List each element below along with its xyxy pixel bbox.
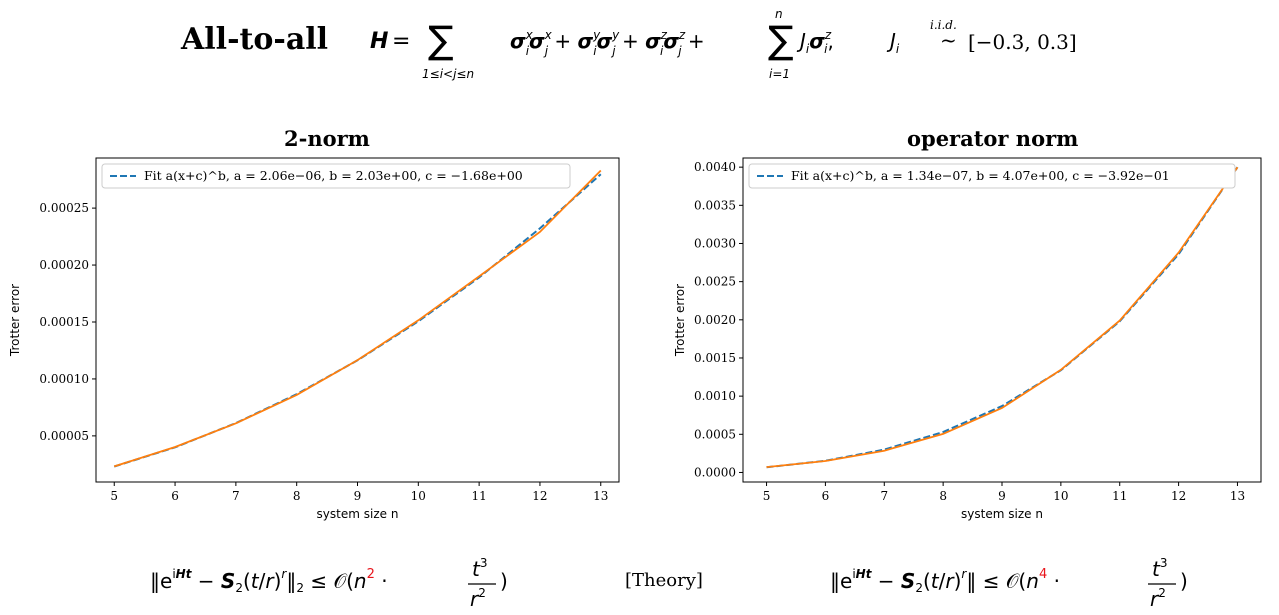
left-panel-title: 2-norm <box>284 126 370 151</box>
x-tick-label: 9 <box>998 489 1006 503</box>
x-tick-label: 5 <box>763 489 771 503</box>
y-tick-label: 0.00005 <box>39 429 89 443</box>
legend-label: Fit a(x+c)^b, a = 1.34e−07, b = 4.07e+00… <box>791 168 1170 183</box>
svg-text:‖eiHt − S2(t/r)r‖2 ≤ 𝒪(n2 ·: ‖eiHt − S2(t/r)r‖2 ≤ 𝒪(n2 · <box>150 567 388 595</box>
y-tick-label: 0.00010 <box>39 372 89 386</box>
x-tick-label: 6 <box>171 489 179 503</box>
x-tick-label: 13 <box>1230 489 1245 503</box>
svg-text:∑: ∑ <box>768 18 794 62</box>
svg-text:t3: t3 <box>472 556 487 581</box>
y-tick-label: 0.0000 <box>694 465 736 479</box>
hamiltonian-formula: H = ∑ 1≤i<j≤n σx iσx j + σy iσy j + σz iσz j +… <box>370 7 900 81</box>
x-tick-label: 13 <box>593 489 608 503</box>
plot-frame <box>95 157 620 483</box>
svg-text:=: = <box>392 29 410 54</box>
x-tick-label: 5 <box>110 489 118 503</box>
right-panel-title: operator norm <box>907 126 1079 151</box>
x-tick-label: 12 <box>1171 489 1186 503</box>
svg-text:): ) <box>500 569 508 593</box>
y-tick-label: 0.0035 <box>694 198 736 212</box>
fit-series-line <box>766 166 1239 469</box>
header-title: All-to-all <box>181 22 329 57</box>
x-tick-label: 7 <box>880 489 888 503</box>
legend: Fit a(x+c)^b, a = 1.34e−07, b = 4.07e+00… <box>748 163 1236 189</box>
plot-frame <box>742 157 1262 483</box>
y-axis-label: Trotter error <box>8 284 22 357</box>
x-tick-label: 9 <box>354 489 362 503</box>
x-tick-label: 11 <box>1112 489 1127 503</box>
hamiltonian-h: H <box>370 29 388 54</box>
sum-range: 1≤i<j≤n <box>422 67 474 81</box>
x-tick-label: 10 <box>411 489 426 503</box>
y-tick-label: 0.0015 <box>694 351 736 365</box>
x-tick-label: 12 <box>532 489 547 503</box>
x-tick-label: 6 <box>822 489 830 503</box>
legend-box <box>101 163 571 189</box>
svg-text:Ji: Ji <box>886 29 900 56</box>
svg-text:r2: r2 <box>1150 586 1166 611</box>
right-bound-formula: ‖eiHt − S2(t/r)r‖ ≤ 𝒪(n4 · t3 r2 ) <box>830 556 1188 611</box>
svg-text:∑: ∑ <box>428 18 454 62</box>
x-tick-label: 8 <box>939 489 947 503</box>
y-tick-label: 0.0025 <box>694 275 736 289</box>
y-tick-label: 0.00025 <box>39 201 89 215</box>
y-tick-label: 0.0020 <box>694 313 736 327</box>
x-tick-label: 10 <box>1053 489 1068 503</box>
chart-operator-norm: 5 6 7 8 9 10 11 12 13 0.0000 0.0005 0.0010 0.0015 0.0… <box>673 157 1262 521</box>
left-bound-formula: ‖eiHt − S2(t/r)r‖2 ≤ 𝒪(n2 · t3 r2 ) <box>150 556 508 611</box>
y-tick-label: 0.0005 <box>694 427 736 441</box>
y-axis-label: Trotter error <box>673 284 687 357</box>
legend-box <box>748 163 1236 189</box>
chart-2-norm: 5 6 7 8 9 10 11 12 13 0.00005 0.00010 0.00015 0.0002… <box>8 157 620 521</box>
x-axis-label: system size n <box>317 507 399 521</box>
svg-text:‖eiHt − S2(t/r)r‖ ≤ 𝒪(n4 ·: ‖eiHt − S2(t/r)r‖ ≤ 𝒪(n4 · <box>830 567 1060 595</box>
legend: Fit a(x+c)^b, a = 2.06e−06, b = 2.03e+00… <box>101 163 571 189</box>
x-tick-label: 7 <box>232 489 240 503</box>
svg-text:): ) <box>1180 569 1188 593</box>
y-tick-label: 0.0030 <box>694 236 736 250</box>
left-exponent: 2 <box>367 567 375 582</box>
right-exponent: 4 <box>1039 567 1047 582</box>
x-tick-label: 11 <box>471 489 486 503</box>
y-tick-label: 0.0010 <box>694 389 736 403</box>
data-series-line <box>113 169 602 468</box>
y-tick-label: 0.00015 <box>39 315 89 329</box>
tilde-symbol: ~ <box>940 28 957 52</box>
sum2-upper: n <box>775 7 783 21</box>
sum2-lower: i=1 <box>769 67 790 81</box>
x-tick-label: 8 <box>293 489 301 503</box>
theory-tag: [Theory] <box>625 570 703 591</box>
interval: [−0.3, 0.3] <box>968 30 1077 54</box>
y-tick-label: 0.00020 <box>39 258 89 272</box>
iid-label: i.i.d. <box>930 18 957 32</box>
data-series-line <box>766 166 1239 468</box>
svg-text:t3: t3 <box>1152 556 1167 581</box>
x-axis-label: system size n <box>961 507 1043 521</box>
svg-text:r2: r2 <box>470 586 486 611</box>
legend-label: Fit a(x+c)^b, a = 2.06e−06, b = 2.03e+00… <box>144 168 523 183</box>
y-tick-label: 0.0040 <box>694 160 736 174</box>
